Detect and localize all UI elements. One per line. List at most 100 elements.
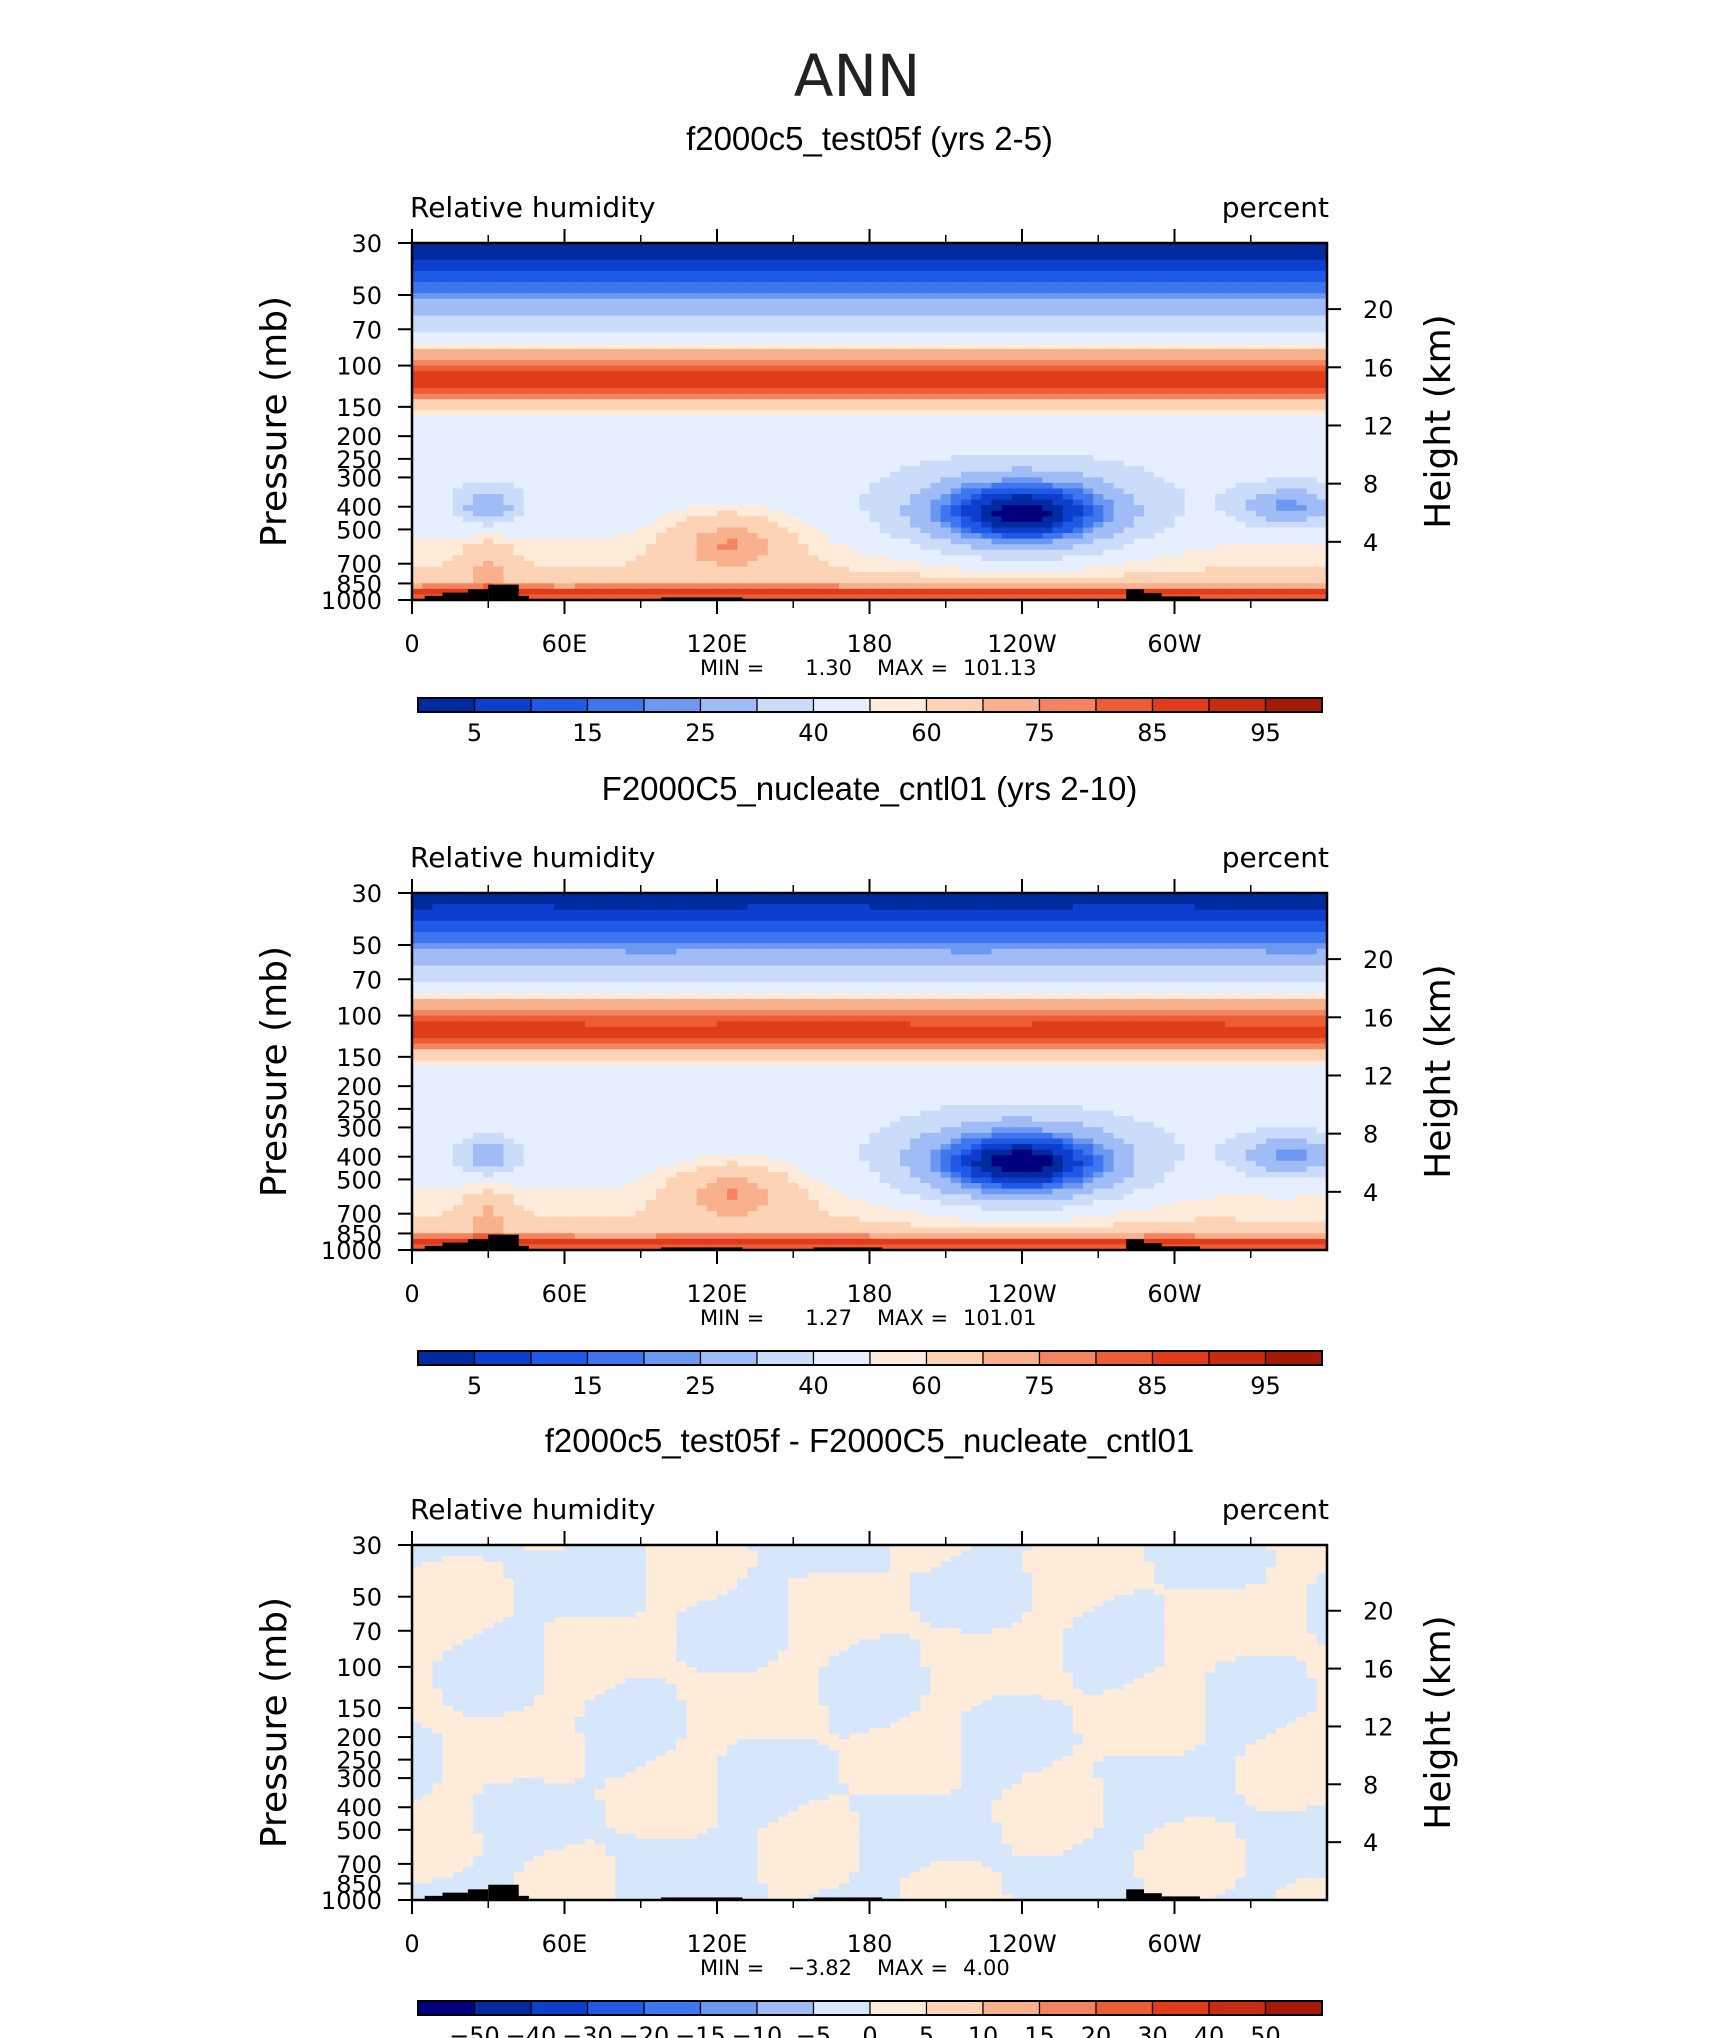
x-tick-label: 120E <box>687 1930 748 1958</box>
max-value: 101.01 <box>963 1306 1036 1330</box>
colorbar-bin <box>530 697 589 713</box>
topography-block <box>1161 596 1200 600</box>
y-right-axis-title: Height (km) <box>1418 314 1459 528</box>
colorbar-bin <box>1264 697 1323 713</box>
topography-block <box>488 584 519 600</box>
x-tick-label: 60E <box>542 1930 588 1958</box>
colorbar-frame <box>417 2000 1323 2016</box>
y-tick-label: 100 <box>336 1654 382 1682</box>
colorbar: −50 −40 −30 −20 −15 −10 −5 0 5 10 15 20 30 40 50 <box>417 2000 1323 2038</box>
topography-block <box>488 1884 519 1900</box>
colorbar-label: −15 <box>675 2022 726 2038</box>
colorbar-label: −30 <box>562 2022 613 2038</box>
colorbar-bin <box>473 2000 532 2016</box>
height-tick-label: 8 <box>1363 471 1378 499</box>
height-tick-label: 8 <box>1363 1121 1378 1149</box>
height-tick-label: 16 <box>1363 1656 1394 1684</box>
panel-title: f2000c5_test05f - F2000C5_nucleate_cntl0… <box>545 1422 1194 1459</box>
panel-title: F2000C5_nucleate_cntl01 (yrs 2-10) <box>602 770 1138 807</box>
colorbar-label: 15 <box>572 1372 603 1400</box>
colorbar-label: 5 <box>467 719 482 747</box>
variable-label: Relative humidity <box>410 191 655 224</box>
x-tick-label: 60E <box>542 1280 588 1308</box>
min-value: −3.82 <box>788 1956 852 1980</box>
colorbar-label: 15 <box>572 719 603 747</box>
max-label: MAX = <box>877 656 948 680</box>
y-tick-label: 200 <box>336 1073 382 1101</box>
colorbar-label: 75 <box>1024 719 1055 747</box>
colorbar-label: −20 <box>619 2022 670 2038</box>
x-tick-label: 120W <box>987 1930 1057 1958</box>
y-tick-label: 150 <box>336 1695 382 1723</box>
y-tick-label: 500 <box>336 1166 382 1194</box>
topography-block <box>1161 1896 1200 1900</box>
height-tick-label: 8 <box>1363 1771 1378 1799</box>
x-tick-label: 0 <box>404 1280 419 1308</box>
height-tick-label: 12 <box>1363 1062 1394 1090</box>
topography-block <box>518 595 529 600</box>
height-tick-label: 16 <box>1363 1004 1394 1032</box>
colorbar-bin <box>530 1350 589 1366</box>
colorbar-bin <box>530 2000 589 2016</box>
topography-block <box>424 1245 443 1250</box>
topography-block <box>1161 1246 1200 1250</box>
colorbar-label: 25 <box>685 1372 716 1400</box>
max-label: MAX = <box>877 1956 948 1980</box>
panel-2: F2000C5_nucleate_cntl01 (yrs 2-10) Relati… <box>254 770 1459 1400</box>
height-tick-label: 4 <box>1363 1829 1378 1857</box>
colorbar-bin <box>756 2000 815 2016</box>
y-tick-label: 250 <box>336 1747 382 1775</box>
units-label: percent <box>1222 841 1329 874</box>
y-tick-label: 500 <box>336 1817 382 1845</box>
colorbar-bin <box>699 1350 758 1366</box>
x-tick-label: 60W <box>1147 1930 1201 1958</box>
colorbar-bin <box>643 2000 702 2016</box>
y-axis-title: Pressure (mb) <box>254 946 295 1197</box>
y-right-axis-title: Height (km) <box>1418 964 1459 1178</box>
colorbar-bin <box>869 2000 928 2016</box>
y-tick-label: 400 <box>336 1144 382 1172</box>
colorbar-bin <box>1208 2000 1267 2016</box>
min-value: 1.30 <box>805 656 852 680</box>
units-label: percent <box>1222 191 1329 224</box>
colorbar-bin <box>417 2000 476 2016</box>
colorbar-label: 60 <box>911 719 942 747</box>
colorbar-bin <box>1095 2000 1154 2016</box>
topography-block <box>1126 1889 1144 1900</box>
y-tick-label: 1000 <box>321 1887 382 1915</box>
y-tick-label: 50 <box>351 1584 382 1612</box>
colorbar-label: 15 <box>1024 2022 1055 2038</box>
colorbar-label: 50 <box>1250 2022 1281 2038</box>
topography-block <box>467 1239 489 1250</box>
topography-block <box>442 1892 468 1900</box>
colorbar-label: 40 <box>1194 2022 1225 2038</box>
colorbar-bin <box>982 697 1041 713</box>
y-tick-label: 300 <box>336 1114 382 1142</box>
y-tick-label: 30 <box>351 880 382 908</box>
colorbar-bin <box>869 1350 928 1366</box>
height-tick-label: 20 <box>1363 296 1394 324</box>
contour-field <box>412 243 1327 600</box>
colorbar-bin <box>586 1350 645 1366</box>
y-tick-label: 700 <box>336 551 382 579</box>
y-tick-label: 70 <box>351 1618 382 1646</box>
variable-label: Relative humidity <box>410 1493 655 1526</box>
colorbar-bin <box>925 697 984 713</box>
colorbar-bin <box>869 697 928 713</box>
topography-block <box>424 595 443 600</box>
y-tick-label: 1000 <box>321 587 382 615</box>
height-tick-label: 4 <box>1363 529 1378 557</box>
colorbar: 5 15 25 40 60 75 85 95 <box>417 697 1323 747</box>
topography-block <box>518 1245 529 1250</box>
variable-label: Relative humidity <box>410 841 655 874</box>
units-label: percent <box>1222 1493 1329 1526</box>
colorbar-label: 75 <box>1024 1372 1055 1400</box>
colorbar-label: 10 <box>968 2022 999 2038</box>
x-tick-label: 180 <box>847 1930 893 1958</box>
panel-title: f2000c5_test05f (yrs 2-5) <box>686 120 1053 157</box>
y-tick-label: 50 <box>351 932 382 960</box>
colorbar-bin <box>586 2000 645 2016</box>
x-tick-label: 180 <box>847 630 893 658</box>
figure-title: ANN <box>794 42 920 110</box>
height-tick-label: 16 <box>1363 354 1394 382</box>
